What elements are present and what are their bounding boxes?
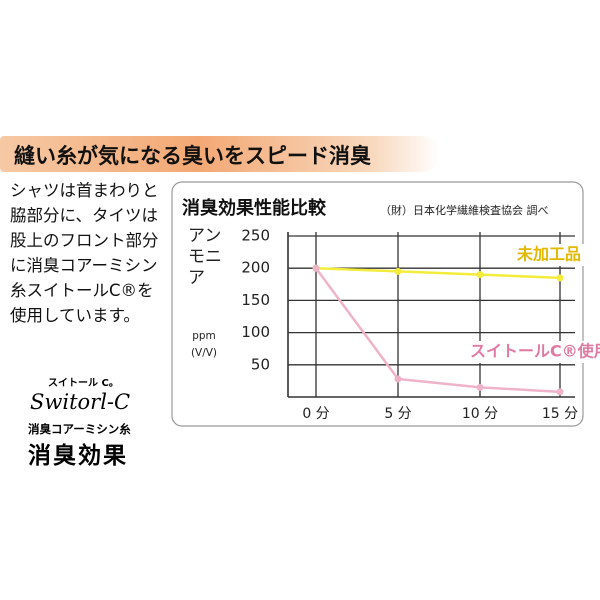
brand-script: Switorl-C	[30, 390, 131, 414]
y-tick-label: 150	[241, 291, 270, 309]
series-line	[315, 266, 561, 280]
point	[556, 274, 564, 282]
y-tick-label: 100	[241, 323, 270, 341]
point	[556, 388, 564, 396]
point	[476, 383, 484, 391]
brand-sub: 消臭コアーミシン糸	[28, 422, 131, 436]
x-tick-label: 0 分	[302, 406, 329, 422]
point	[394, 375, 402, 383]
body-text: シャツは首まわりと脇部分に、タイツは股上のフロント部分に消臭コアーミシン糸スイト…	[10, 181, 159, 325]
point	[312, 264, 320, 272]
y-axis-label: アンモニア	[188, 226, 222, 288]
legend-bg	[468, 341, 600, 363]
legend-label: 未加工品	[516, 245, 581, 264]
legend-label: スイトールC®使用品	[470, 342, 600, 361]
y-tick-label: 200	[241, 259, 270, 277]
brand-small: スイトール C。	[48, 378, 119, 389]
y-tick-label: 250	[241, 227, 270, 245]
y-tick-label: 50	[251, 355, 270, 373]
headline: 縫い糸が気になる臭いをスピード消臭	[14, 144, 371, 168]
point	[476, 271, 484, 279]
chart-title: 消臭効果性能比較	[182, 197, 327, 219]
x-tick-label: 5 分	[384, 406, 411, 422]
point	[394, 267, 402, 275]
x-tick-label: 10 分	[462, 406, 498, 422]
headline-band	[0, 136, 440, 172]
y-axis-unit: ppm (V/V)	[190, 330, 218, 359]
legend-bg	[515, 244, 599, 266]
series-line	[314, 267, 561, 394]
chart-subtitle: （財）日本化学繊維検査協会 調べ	[380, 203, 549, 217]
x-tick-label: 15 分	[542, 406, 578, 422]
brand-title: 消臭効果	[28, 443, 128, 469]
